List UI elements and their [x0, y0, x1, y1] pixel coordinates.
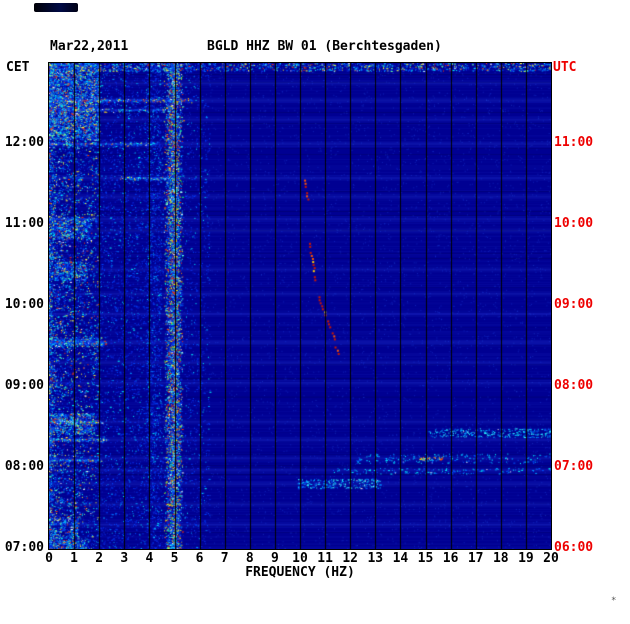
freq-tick-label: 9 [270, 551, 279, 566]
freq-tick-label: 1 [70, 551, 78, 566]
freq-tick-label: 12 [342, 551, 359, 566]
freq-tick-label: 18 [492, 551, 509, 566]
freq-tick-label: 10 [292, 551, 308, 566]
freq-tick-label: 14 [392, 551, 409, 566]
cet-tick-label: 12:00 [4, 135, 44, 150]
plot-title: BGLD HHZ BW 01 (Berchtesgaden) [207, 39, 442, 54]
freq-tick-label: 7 [220, 551, 229, 566]
corner-mark [34, 3, 78, 12]
freq-tick-label: 17 [467, 551, 484, 566]
freq-tick-label: 0 [45, 551, 53, 566]
freq-tick-label: 16 [442, 551, 459, 566]
freq-tick-label: 2 [95, 551, 104, 566]
freq-tick-label: 3 [120, 551, 129, 566]
freq-tick-label: 4 [145, 551, 154, 566]
plot-date: Mar22,2011 [50, 39, 129, 54]
x-axis-label: FREQUENCY (HZ) [245, 565, 355, 580]
utc-axis-label: UTC [553, 60, 577, 75]
freq-tick-label: 15 [417, 551, 434, 566]
utc-tick-label: 11:00 [554, 135, 594, 150]
cet-tick-label: 10:00 [4, 297, 44, 312]
utc-tick-label: 08:00 [554, 378, 594, 393]
cet-axis-label: CET [6, 60, 30, 75]
cet-tick-label: 09:00 [4, 378, 44, 393]
bottom-right-mark: * [611, 596, 617, 606]
cet-tick-label: 11:00 [4, 216, 44, 231]
freq-tick-label: 19 [518, 551, 534, 566]
cet-tick-label: 07:00 [4, 540, 44, 555]
freq-tick-label: 20 [543, 551, 559, 566]
cet-tick-label: 08:00 [4, 459, 44, 474]
freq-tick-label: 13 [367, 551, 384, 566]
utc-tick-label: 07:00 [554, 459, 594, 474]
freq-tick-label: 11 [317, 551, 333, 566]
spectrogram-canvas [48, 62, 552, 550]
freq-tick-label: 6 [195, 551, 204, 566]
utc-tick-label: 06:00 [554, 540, 594, 555]
utc-tick-label: 10:00 [554, 216, 594, 231]
utc-tick-label: 09:00 [554, 297, 594, 312]
freq-tick-label: 5 [170, 551, 179, 566]
freq-tick-label: 8 [245, 551, 254, 566]
